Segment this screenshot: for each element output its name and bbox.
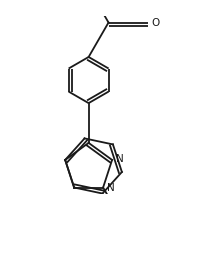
- Text: N: N: [116, 154, 124, 164]
- Text: O: O: [151, 17, 160, 28]
- Text: N: N: [107, 183, 115, 192]
